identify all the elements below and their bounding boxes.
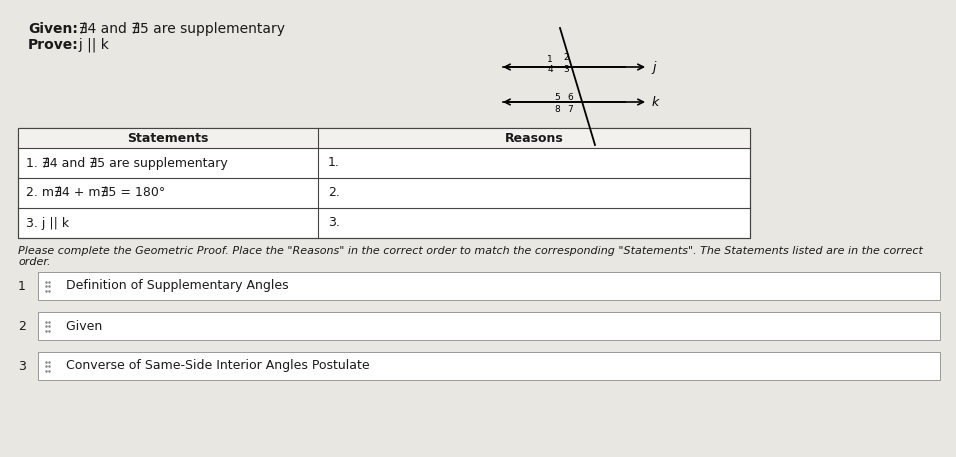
Text: Definition of Supplementary Angles: Definition of Supplementary Angles — [58, 280, 289, 292]
Text: Prove:: Prove: — [28, 38, 78, 52]
Text: 3: 3 — [563, 64, 569, 74]
Text: 3.: 3. — [328, 217, 340, 229]
Text: 3. j || k: 3. j || k — [26, 217, 69, 229]
Bar — [18, 128, 750, 238]
Text: ∄4 and ∄5 are supplementary: ∄4 and ∄5 are supplementary — [70, 22, 285, 36]
Text: 8: 8 — [554, 106, 560, 115]
Text: Given: Given — [58, 319, 102, 333]
Text: 2: 2 — [563, 53, 569, 62]
Text: 2.: 2. — [328, 186, 340, 200]
Text: 3: 3 — [18, 360, 26, 372]
Bar — [18, 128, 750, 148]
Text: 2: 2 — [18, 319, 26, 333]
Text: 1: 1 — [18, 280, 26, 292]
Text: j: j — [652, 60, 656, 74]
Text: Given:: Given: — [28, 22, 77, 36]
Bar — [18, 128, 750, 238]
Text: 5: 5 — [554, 92, 560, 101]
Bar — [38, 312, 940, 340]
Text: 1: 1 — [547, 55, 553, 64]
Text: 4: 4 — [547, 64, 553, 74]
Text: j || k: j || k — [70, 38, 109, 53]
Text: Converse of Same-Side Interior Angles Postulate: Converse of Same-Side Interior Angles Po… — [58, 360, 370, 372]
Text: 7: 7 — [567, 106, 573, 115]
Text: 2. m∄4 + m∄5 = 180°: 2. m∄4 + m∄5 = 180° — [26, 186, 165, 200]
Text: 1. ∄4 and ∄5 are supplementary: 1. ∄4 and ∄5 are supplementary — [26, 156, 228, 170]
Bar — [38, 272, 940, 300]
Text: Reasons: Reasons — [505, 132, 563, 144]
Text: 1.: 1. — [328, 156, 340, 170]
Text: 6: 6 — [567, 92, 573, 101]
Text: order.: order. — [18, 257, 51, 267]
Bar — [38, 352, 940, 380]
Text: Please complete the Geometric Proof. Place the "Reasons" in the correct order to: Please complete the Geometric Proof. Pla… — [18, 246, 923, 256]
Text: Statements: Statements — [127, 132, 208, 144]
Text: k: k — [652, 96, 660, 108]
